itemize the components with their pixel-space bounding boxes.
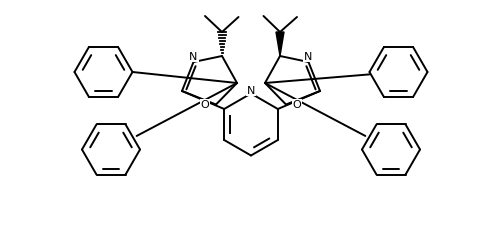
Polygon shape — [276, 33, 284, 57]
Text: N: N — [189, 52, 197, 62]
Text: O: O — [292, 100, 301, 110]
Text: N: N — [246, 85, 255, 95]
Text: O: O — [200, 100, 209, 110]
Text: N: N — [304, 52, 312, 62]
